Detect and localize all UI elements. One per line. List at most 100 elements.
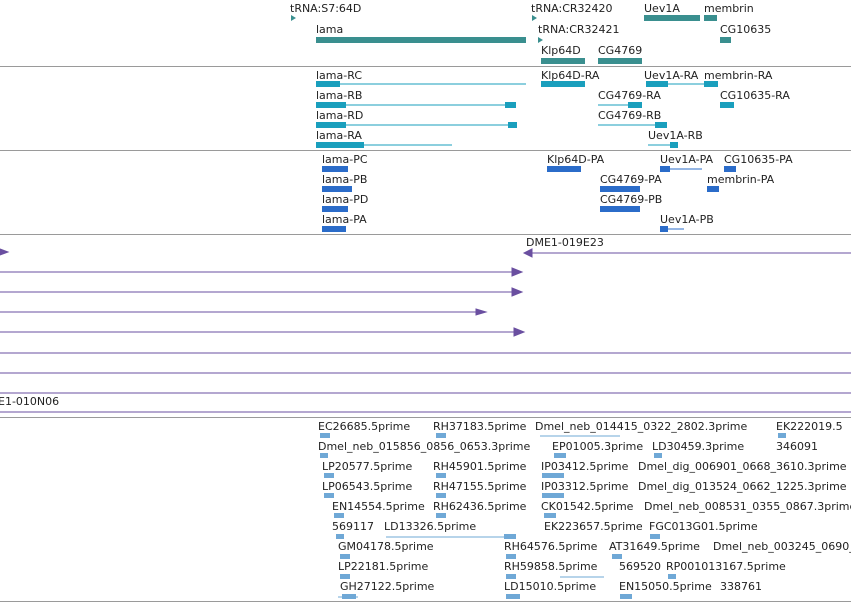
- mrna-exon[interactable]: [628, 102, 642, 108]
- mrna-exon[interactable]: [704, 81, 718, 87]
- feature-label[interactable]: CG4769: [598, 44, 643, 57]
- est-feature[interactable]: [340, 554, 350, 559]
- mrna-exon[interactable]: [316, 142, 364, 148]
- gene-feature[interactable]: [291, 15, 296, 21]
- est-label[interactable]: Dmel_dig_013524_0662_1225.3prime: [638, 480, 847, 493]
- est-label[interactable]: EC26685.5prime: [318, 420, 411, 433]
- est-feature[interactable]: [544, 513, 556, 518]
- mrna-exon[interactable]: [316, 102, 346, 108]
- mrna-exon[interactable]: [316, 122, 346, 128]
- est-label[interactable]: Dmel_neb_014415_0322_2802.3prime: [535, 420, 748, 433]
- feature-label[interactable]: lama-PC: [322, 153, 368, 166]
- est-label[interactable]: IP03412.5prime: [541, 460, 629, 473]
- feature-label[interactable]: Klp64D: [541, 44, 581, 57]
- clone-lines[interactable]: [0, 235, 851, 416]
- est-feature[interactable]: [620, 594, 632, 599]
- feature-label[interactable]: CG4769-PB: [600, 193, 663, 206]
- est-feature[interactable]: [554, 453, 566, 458]
- est-label[interactable]: 346091: [776, 440, 818, 453]
- gene-feature[interactable]: [541, 58, 585, 64]
- feature-label[interactable]: Klp64D-PA: [547, 153, 605, 166]
- est-label[interactable]: EN15050.5prime: [619, 580, 712, 593]
- est-feature[interactable]: [506, 554, 516, 559]
- feature-label[interactable]: CG10635-PA: [724, 153, 793, 166]
- est-feature[interactable]: [436, 473, 446, 478]
- cds-exon[interactable]: [724, 166, 736, 172]
- est-label[interactable]: LD30459.3prime: [652, 440, 745, 453]
- est-feature[interactable]: [650, 534, 660, 539]
- est-feature[interactable]: [542, 473, 564, 478]
- est-label[interactable]: Dmel_dig_006901_0668_3610.3prime: [638, 460, 847, 473]
- cds-exon[interactable]: [322, 226, 346, 232]
- est-label[interactable]: RH47155.5prime: [433, 480, 527, 493]
- cds-exon[interactable]: [660, 226, 668, 232]
- est-feature[interactable]: [612, 554, 622, 559]
- est-label[interactable]: Dmel_neb_015856_0856_0653.3prime: [318, 440, 531, 453]
- feature-label[interactable]: lama: [316, 23, 344, 36]
- est-feature[interactable]: [324, 473, 334, 478]
- gene-feature[interactable]: [316, 37, 526, 43]
- est-label[interactable]: GH27122.5prime: [340, 580, 435, 593]
- est-label[interactable]: LD15010.5prime: [504, 580, 597, 593]
- est-label[interactable]: LP06543.5prime: [322, 480, 413, 493]
- cds-exon[interactable]: [322, 206, 348, 212]
- feature-label[interactable]: Klp64D-RA: [541, 69, 600, 82]
- feature-label[interactable]: lama-PB: [322, 173, 368, 186]
- gene-feature[interactable]: [720, 37, 731, 43]
- clone-label[interactable]: E1-010N06: [0, 395, 60, 408]
- est-label[interactable]: 569117: [332, 520, 374, 533]
- feature-label[interactable]: lama-RB: [316, 89, 363, 102]
- feature-label[interactable]: CG10635: [720, 23, 772, 36]
- est-feature[interactable]: [334, 513, 344, 518]
- mrna-exon[interactable]: [655, 122, 667, 128]
- feature-label[interactable]: tRNA:CR32421: [538, 23, 620, 36]
- cds-exon[interactable]: [600, 206, 640, 212]
- est-label[interactable]: LP20577.5prime: [322, 460, 413, 473]
- feature-label[interactable]: Uev1A-PB: [660, 213, 714, 226]
- cds-exon[interactable]: [322, 186, 352, 192]
- est-label[interactable]: LP22181.5prime: [338, 560, 429, 573]
- feature-label[interactable]: membrin-RA: [704, 69, 773, 82]
- est-feature[interactable]: [654, 453, 662, 458]
- est-feature[interactable]: [506, 574, 516, 579]
- feature-label[interactable]: CG10635-RA: [720, 89, 790, 102]
- mrna-exon[interactable]: [541, 81, 585, 87]
- est-label[interactable]: FGC013G01.5prime: [649, 520, 758, 533]
- est-label[interactable]: LD13326.5prime: [384, 520, 477, 533]
- est-label[interactable]: GM04178.5prime: [338, 540, 434, 553]
- est-feature[interactable]: [436, 493, 446, 498]
- est-feature[interactable]: [320, 433, 330, 438]
- feature-label[interactable]: lama-PA: [322, 213, 367, 226]
- est-label[interactable]: RH64576.5prime: [504, 540, 598, 553]
- est-feature[interactable]: [436, 433, 446, 438]
- est-label[interactable]: RH62436.5prime: [433, 500, 527, 513]
- est-label[interactable]: IP03312.5prime: [541, 480, 629, 493]
- est-label[interactable]: Dmel_neb_003245_0690_0160.3prime: [713, 540, 851, 553]
- mrna-exon[interactable]: [505, 102, 516, 108]
- feature-label[interactable]: membrin: [704, 2, 754, 15]
- cds-exon[interactable]: [547, 166, 581, 172]
- feature-label[interactable]: CG4769-RA: [598, 89, 661, 102]
- mrna-exon[interactable]: [316, 81, 340, 87]
- gene-feature[interactable]: [538, 37, 543, 43]
- est-label[interactable]: 338761: [720, 580, 762, 593]
- cds-exon[interactable]: [600, 186, 640, 192]
- est-label[interactable]: RP001013167.5prime: [666, 560, 786, 573]
- feature-label[interactable]: Uev1A-PA: [660, 153, 714, 166]
- est-feature[interactable]: [668, 574, 676, 579]
- est-label[interactable]: EP01005.3prime: [552, 440, 644, 453]
- est-label[interactable]: RH37183.5prime: [433, 420, 527, 433]
- est-feature[interactable]: [504, 534, 516, 539]
- feature-label[interactable]: membrin-PA: [707, 173, 775, 186]
- gene-feature[interactable]: [704, 15, 717, 21]
- est-feature[interactable]: [340, 574, 350, 579]
- feature-label[interactable]: tRNA:S7:64D: [290, 2, 362, 15]
- feature-label[interactable]: CG4769-PA: [600, 173, 662, 186]
- feature-label[interactable]: Uev1A-RB: [648, 129, 703, 142]
- est-label[interactable]: 569520: [619, 560, 661, 573]
- feature-label[interactable]: tRNA:CR32420: [531, 2, 613, 15]
- feature-label[interactable]: lama-PD: [322, 193, 369, 206]
- est-label[interactable]: EK222019.5: [776, 420, 843, 433]
- cds-exon[interactable]: [322, 166, 348, 172]
- est-feature[interactable]: [778, 433, 786, 438]
